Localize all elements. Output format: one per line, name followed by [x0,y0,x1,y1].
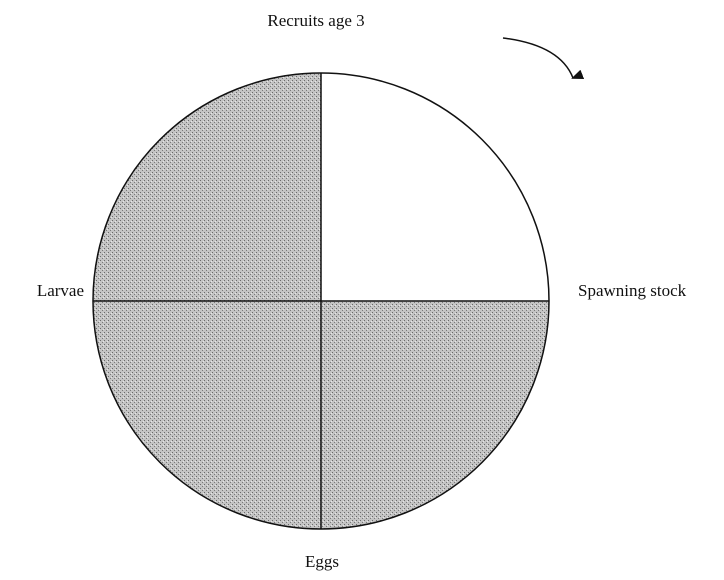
node-label: Recruits age 3 [267,11,364,30]
quadrant-shaded [321,301,549,529]
node-label: Spawning stock [578,281,687,300]
quadrant-shaded [93,73,321,301]
direction-arrow [502,37,585,79]
node-label: Eggs [305,552,339,571]
quadrant-white [321,73,549,301]
quadrant-shaded [93,301,321,529]
node-label: Larvae [37,281,84,300]
